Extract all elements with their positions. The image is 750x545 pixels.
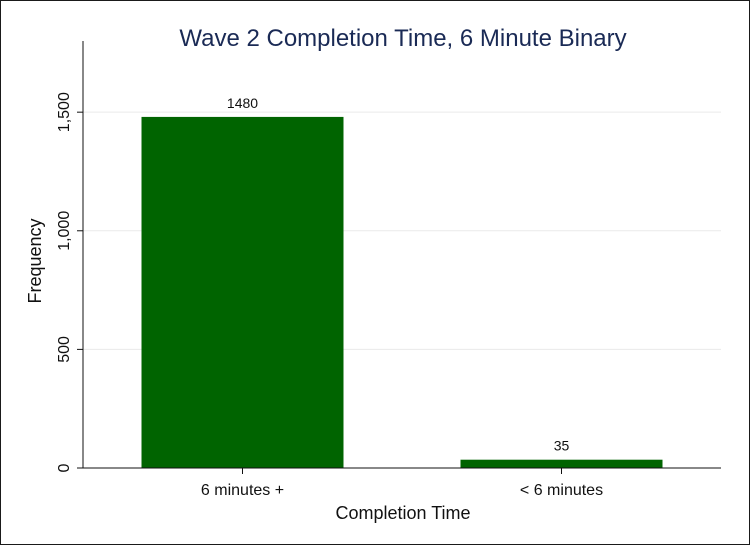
y-tick-label: 1,500 <box>56 92 73 132</box>
y-tick-label: 500 <box>56 336 73 363</box>
chart-title: Wave 2 Completion Time, 6 Minute Binary <box>179 25 626 52</box>
bar <box>141 116 344 469</box>
bar <box>460 459 663 468</box>
x-tick-label: 6 minutes + <box>201 482 284 499</box>
y-tick-label: 1,000 <box>56 211 73 251</box>
x-axis-label: Completion Time <box>335 503 470 523</box>
data-label: 1480 <box>227 95 258 111</box>
y-tick-label: 0 <box>56 463 73 472</box>
y-axis-label: Frequency <box>25 218 45 303</box>
x-tick-label: < 6 minutes <box>520 482 603 499</box>
data-label: 35 <box>554 438 570 454</box>
plot-area: 1480 6 minutes + 35 < 6 minutes 0 500 1,000 1,5… <box>56 41 721 499</box>
